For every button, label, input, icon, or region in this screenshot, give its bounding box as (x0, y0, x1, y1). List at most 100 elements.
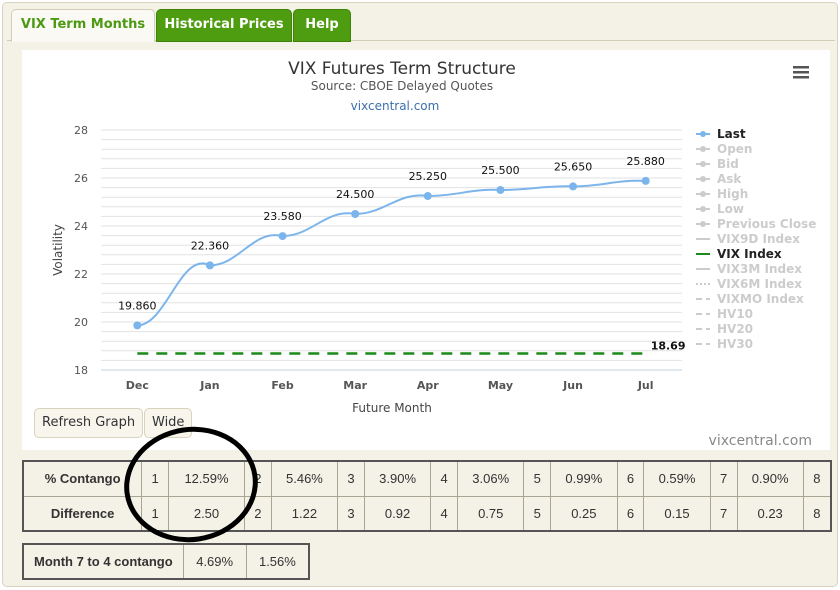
svg-text:VIXMO Index: VIXMO Index (717, 292, 804, 306)
svg-text:Last: Last (717, 127, 746, 141)
legend-item-low[interactable]: Low (696, 202, 744, 216)
x-tick-label: Mar (343, 379, 367, 392)
data-label: 25.880 (626, 155, 665, 168)
y-tick-label: 26 (74, 172, 88, 185)
legend-item-vixmo-index[interactable]: VIXMO Index (696, 292, 804, 306)
legend-item-previous-close[interactable]: Previous Close (696, 217, 816, 231)
value-cell: 0.15 (643, 495, 711, 532)
svg-text:HV10: HV10 (717, 307, 753, 321)
x-tick-label: Jul (637, 379, 654, 392)
last-point[interactable] (423, 192, 432, 200)
y-tick-label: 20 (74, 316, 88, 329)
tab-historical-prices[interactable]: Historical Prices (156, 9, 292, 42)
month-number: 3 (337, 460, 365, 497)
svg-text:Previous Close: Previous Close (717, 217, 816, 231)
value-cell: 1.56% (245, 543, 310, 580)
y-tick-label: 28 (74, 124, 88, 137)
contango-table: % Contango 1 12.59% 2 5.46% 3 3.90% 4 3.06% 5 0.99… (22, 460, 832, 532)
month-number: 5 (523, 460, 552, 497)
svg-text:VIX6M Index: VIX6M Index (717, 277, 802, 291)
chart-container: VIX Futures Term Structure Source: CBOE … (22, 50, 830, 450)
legend-item-hv30[interactable]: HV30 (696, 337, 753, 351)
svg-text:VIX3M Index: VIX3M Index (717, 262, 802, 276)
data-label: 25.650 (554, 160, 593, 173)
legend-item-ask[interactable]: Ask (696, 172, 742, 186)
legend-item-hv10[interactable]: HV10 (696, 307, 753, 321)
month-number: 7 (709, 460, 738, 497)
month-number: 3 (337, 495, 365, 532)
svg-text:HV30: HV30 (717, 337, 753, 351)
last-point[interactable] (351, 210, 360, 218)
last-point[interactable] (205, 261, 214, 270)
tab-help[interactable]: Help (293, 9, 351, 42)
legend-item-hv20[interactable]: HV20 (696, 322, 753, 336)
svg-text:VIX9D Index: VIX9D Index (717, 232, 800, 246)
value-cell: 0.25 (550, 495, 618, 532)
x-tick-label: Jan (199, 379, 219, 392)
value-cell: 3.06% (457, 460, 525, 497)
month-number: 6 (616, 495, 645, 532)
last-point[interactable] (133, 321, 142, 330)
value-cell: 0.90% (736, 460, 804, 497)
chart-title: VIX Futures Term Structure (288, 59, 516, 79)
y-axis-title: Volatility (51, 224, 65, 276)
menu-icon[interactable] (793, 66, 809, 79)
tab-vix-term-months[interactable]: VIX Term Months (11, 9, 155, 42)
legend-item-high[interactable]: High (696, 187, 748, 201)
x-tick-label: Jun (562, 379, 583, 392)
data-label: 25.250 (409, 170, 448, 183)
value-cell: 2.50 (168, 495, 245, 532)
data-label: 19.860 (118, 299, 157, 312)
last-point[interactable] (496, 186, 505, 194)
month-number: 4 (430, 460, 459, 497)
y-tick-label: 18 (74, 364, 88, 377)
chart-subtitle: Source: CBOE Delayed Quotes (311, 79, 493, 93)
data-label: 23.580 (263, 210, 302, 223)
value-cell: 0.99% (550, 460, 618, 497)
row-label: Month 7 to 4 contango (22, 543, 184, 580)
x-axis-title: Future Month (352, 401, 432, 415)
month-number: 8 (802, 495, 832, 532)
row-label: % Contango (22, 460, 143, 497)
last-series-line (137, 179, 646, 327)
data-label: 22.360 (191, 239, 230, 252)
legend-item-vix6m-index[interactable]: VIX6M Index (696, 277, 802, 291)
month-number: 1 (141, 460, 170, 497)
svg-text:Ask: Ask (717, 172, 742, 186)
value-cell: 4.69% (182, 543, 247, 580)
svg-text:Bid: Bid (717, 157, 739, 171)
legend-item-vix3m-index[interactable]: VIX3M Index (696, 262, 802, 276)
value-cell: 0.75 (457, 495, 525, 532)
credit-link[interactable]: vixcentral.com (351, 99, 440, 113)
difference-row: Difference 1 2.50 2 1.22 3 0.92 4 0.75 5 0.25 6 0.15… (22, 495, 832, 532)
value-cell: 0.92 (363, 495, 432, 532)
last-point[interactable] (641, 176, 650, 185)
last-point[interactable] (278, 232, 287, 241)
x-tick-label: Apr (417, 379, 439, 392)
legend-item-bid[interactable]: Bid (696, 157, 739, 171)
svg-text:Open: Open (717, 142, 752, 156)
legend-item-vix9d-index[interactable]: VIX9D Index (696, 232, 800, 246)
legend-item-open[interactable]: Open (696, 142, 752, 156)
value-cell: 0.59% (643, 460, 711, 497)
last-point[interactable] (569, 182, 578, 191)
legend-item-last[interactable]: Last (696, 127, 746, 141)
month-7-to-4-table: Month 7 to 4 contango 4.69% 1.56% (22, 543, 311, 580)
value-cell: 3.90% (363, 460, 432, 497)
value-cell: 1.22 (270, 495, 339, 532)
month-number: 4 (430, 495, 459, 532)
legend-item-vix-index[interactable]: VIX Index (696, 247, 782, 261)
svg-text:High: High (717, 187, 748, 201)
wide-button[interactable]: Wide (144, 408, 193, 438)
x-tick-label: May (488, 379, 513, 392)
x-tick-label: Feb (271, 379, 294, 392)
row-label: Difference (22, 495, 143, 532)
y-tick-label: 22 (74, 268, 88, 281)
value-cell: 0.23 (736, 495, 804, 532)
month-number: 8 (802, 460, 832, 497)
month-number: 5 (523, 495, 552, 532)
value-cell: 5.46% (270, 460, 339, 497)
tab-bar: VIX Term Months Historical Prices Help (7, 8, 835, 42)
refresh-graph-button[interactable]: Refresh Graph (34, 408, 144, 438)
vix-index-label: 18.69 (651, 339, 686, 352)
